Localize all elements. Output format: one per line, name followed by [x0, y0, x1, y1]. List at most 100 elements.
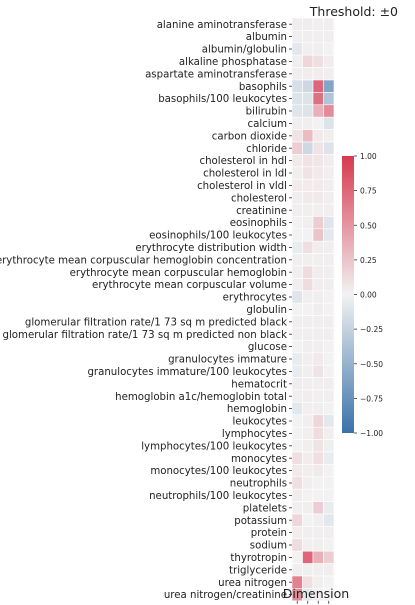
y-tick-label: carbon dioxide	[212, 131, 287, 142]
heatmap-cell	[323, 377, 335, 391]
heatmap-cell	[312, 513, 324, 527]
heatmap-cell	[291, 92, 303, 106]
heatmap-cell	[323, 513, 335, 527]
heatmap-cell	[312, 426, 324, 440]
heatmap-cell	[312, 92, 324, 106]
heatmap-cell	[291, 290, 303, 304]
heatmap-cell	[312, 476, 324, 490]
heatmap-cell	[302, 265, 314, 279]
heatmap-cell	[291, 178, 303, 192]
heatmap-cell	[291, 389, 303, 403]
heatmap-cell	[323, 476, 335, 490]
heatmap-cell	[291, 426, 303, 440]
heatmap-cell	[302, 30, 314, 44]
heatmap-cell	[312, 364, 324, 378]
heatmap-cell	[291, 17, 303, 31]
heatmap-cell	[312, 104, 324, 118]
heatmap-cell	[323, 464, 335, 478]
heatmap-cell	[323, 327, 335, 341]
heatmap-cell	[312, 216, 324, 230]
heatmap-cell	[312, 526, 324, 540]
y-tick-label: glucose	[248, 342, 287, 353]
heatmap-cell	[302, 54, 314, 68]
x-axis-title: Dimension	[283, 586, 349, 601]
heatmap-cell	[323, 550, 335, 564]
heatmap-cell	[312, 129, 324, 143]
heatmap-cell	[323, 439, 335, 453]
heatmap-cell	[302, 402, 314, 416]
heatmap-cell	[312, 166, 324, 180]
y-tick-label: granulocytes immature/100 leukocytes	[87, 367, 287, 378]
heatmap-cell	[312, 30, 324, 44]
heatmap-cell	[323, 563, 335, 577]
heatmap-cell	[302, 563, 314, 577]
heatmap-cell	[323, 92, 335, 106]
y-tick-label: eosinophils/100 leukocytes	[149, 231, 287, 242]
heatmap-cell	[323, 315, 335, 329]
heatmap-cell	[323, 141, 335, 155]
heatmap-cell	[291, 240, 303, 254]
x-axis-labels: 1234	[294, 600, 332, 605]
y-tick-label: monocytes/100 leukocytes	[150, 466, 287, 477]
y-tick-label: creatinine	[236, 206, 287, 217]
heatmap-cell	[291, 352, 303, 366]
y-tick-label: platelets	[243, 503, 287, 514]
heatmap-cell	[302, 17, 314, 31]
heatmap-cell	[291, 340, 303, 354]
heatmap-cell	[312, 79, 324, 93]
heatmap-cell	[312, 253, 324, 267]
y-tick-label: leukocytes	[232, 417, 287, 428]
heatmap-cell	[323, 278, 335, 292]
heatmap-cell	[323, 129, 335, 143]
heatmap-cell	[291, 538, 303, 552]
heatmap-cell	[302, 228, 314, 242]
heatmap-cell	[323, 253, 335, 267]
heatmap-cell	[291, 203, 303, 217]
heatmap-cell	[291, 550, 303, 564]
heatmap-cell	[302, 178, 314, 192]
colorbar-tick-label: 1.00	[360, 152, 377, 161]
y-tick-label: neutrophils/100 leukocytes	[149, 491, 287, 502]
y-tick-label: lymphocytes	[222, 429, 287, 440]
heatmap-cell	[312, 203, 324, 217]
heatmap-cell	[291, 129, 303, 143]
heatmap-cell	[312, 315, 324, 329]
heatmap-cell	[312, 377, 324, 391]
heatmap-cell	[302, 278, 314, 292]
heatmap-cell	[291, 526, 303, 540]
heatmap-cell	[312, 389, 324, 403]
heatmap-cell	[302, 414, 314, 428]
heatmap-cell	[323, 501, 335, 515]
heatmap-cell	[312, 265, 324, 279]
y-tick-label: albumin/globulin	[202, 45, 287, 56]
heatmap-cell	[291, 439, 303, 453]
heatmap-cell	[312, 451, 324, 465]
heatmap-cell	[312, 191, 324, 205]
heatmap-cell	[323, 302, 335, 316]
colorbar-tick-label: −1.00	[360, 429, 383, 438]
heatmap-cell	[291, 67, 303, 81]
heatmap-cell	[323, 42, 335, 56]
heatmap-cell	[302, 141, 314, 155]
heatmap-cell	[323, 17, 335, 31]
heatmap-cell	[312, 302, 324, 316]
heatmap-cell	[302, 389, 314, 403]
heatmap-cell	[312, 501, 324, 515]
heatmap-cell	[312, 563, 324, 577]
y-tick-label: globulin	[246, 305, 287, 316]
heatmap-cell	[323, 203, 335, 217]
heatmap-cell	[323, 54, 335, 68]
heatmap-cell	[302, 67, 314, 81]
heatmap-cell	[302, 290, 314, 304]
heatmap-cell	[323, 265, 335, 279]
heatmap-cell	[302, 538, 314, 552]
heatmap-cell	[323, 240, 335, 254]
y-tick-label: urea nitrogen	[218, 578, 287, 589]
heatmap-cell	[312, 116, 324, 130]
heatmap-cell	[312, 141, 324, 155]
heatmap-cell	[323, 364, 335, 378]
y-tick-label: monocytes	[231, 454, 287, 465]
heatmap-cell	[323, 166, 335, 180]
heatmap-cell	[302, 352, 314, 366]
